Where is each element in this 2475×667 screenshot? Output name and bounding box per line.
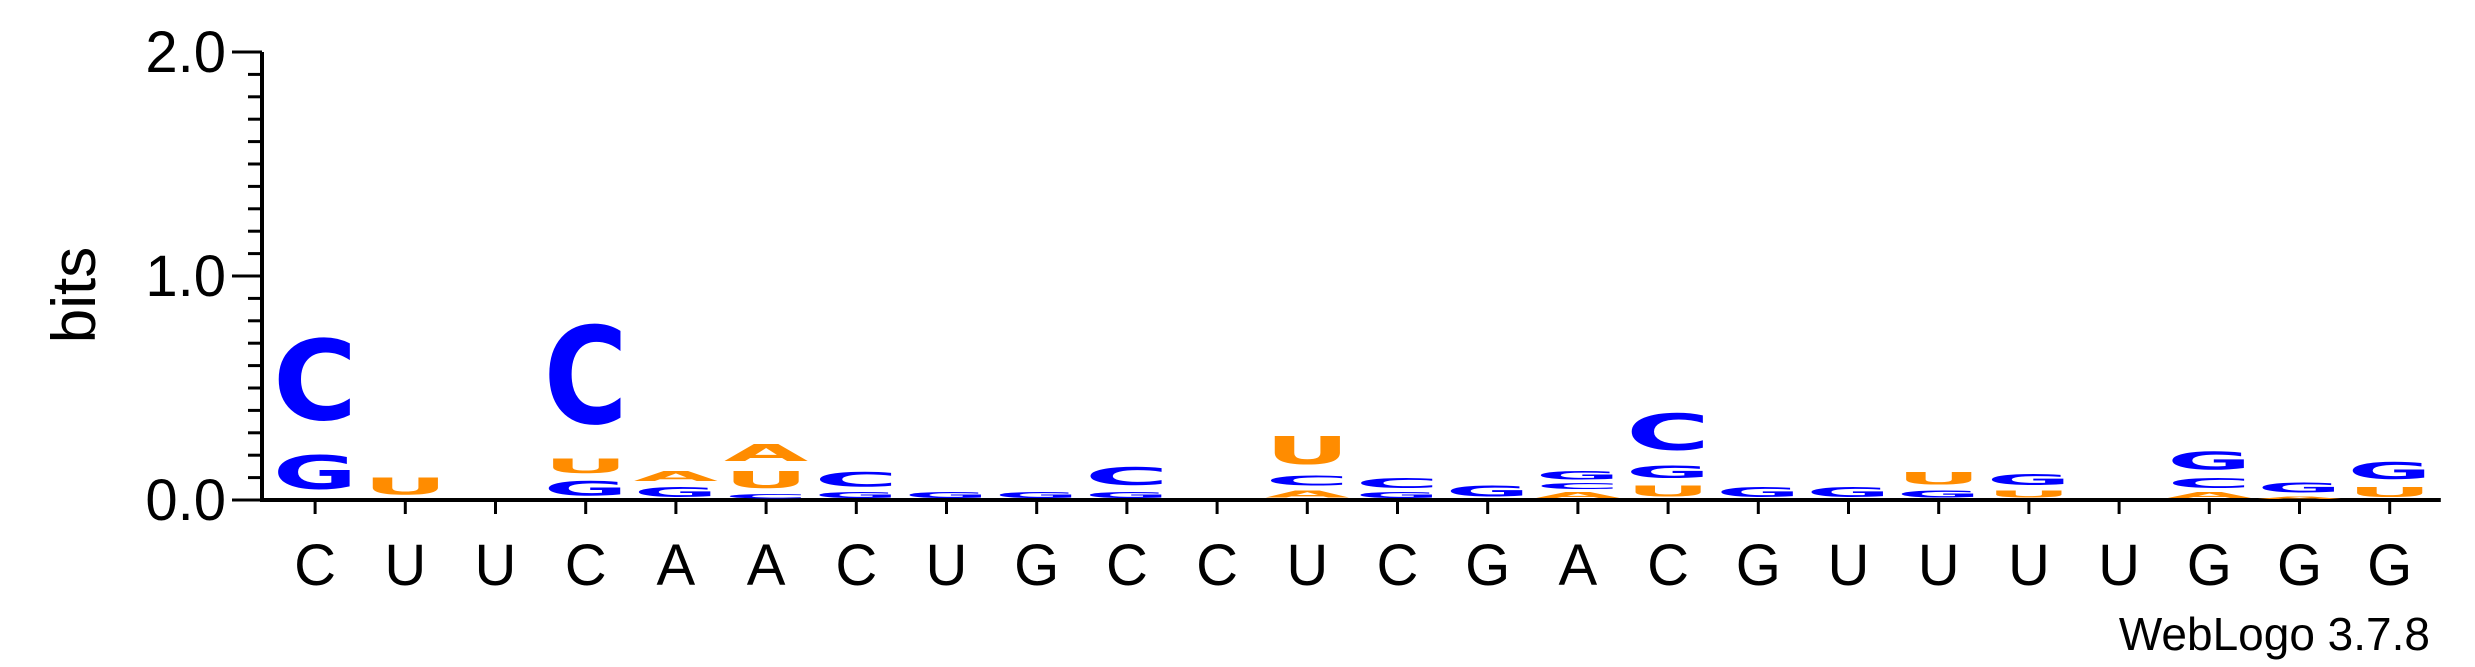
logo-letter-G: G [634,485,718,501]
x-tick-label: U [1828,533,1870,598]
x-tick-label: G [1014,533,1059,598]
logo-letter-C: C [2167,476,2251,492]
x-tick-label: C [294,533,336,598]
logo-letter-C: C [1626,404,1710,462]
logo-letter-G: G [814,491,898,500]
logo-letter-G: G [1716,485,1800,501]
logo-letter-G: G [1897,489,1981,500]
logo-letter-G: G [273,446,357,500]
logo-letter-C: C [544,299,628,455]
logo-letter-G: G [2348,457,2432,484]
logo-letter-U: U [1265,429,1349,474]
logo-letter-A: A [2257,496,2342,500]
logo-letter-G: G [1806,485,1890,501]
x-tick-label: C [1647,533,1689,598]
logo-letter-G: G [544,478,628,500]
y-tick-label: 1.0 [145,244,226,309]
x-tick-label: G [2367,533,2412,598]
x-tick-label: G [2277,533,2322,598]
logo-letter-U: U [1897,469,1981,489]
x-tick-label: G [2187,533,2232,598]
logo-letter-C: C [724,493,808,500]
x-tick-label: U [1286,533,1328,598]
x-tick-label: C [1106,533,1148,598]
logo-letter-C: C [1355,476,1439,492]
x-tick-label: A [657,533,696,598]
logo-letter-C: C [1085,462,1169,491]
logo-credit: WebLogo 3.7.8 [2119,608,2430,660]
y-axis-label: bits [40,247,109,343]
logo-letter-U: U [1987,489,2071,500]
logo-letter-G: G [995,491,1079,500]
logo-letter-U: U [544,455,628,477]
x-tick-label: C [835,533,877,598]
x-tick-label: G [1736,533,1781,598]
x-tick-label: U [926,533,968,598]
logo-letter-G: G [1987,471,2071,489]
x-tick-label: U [384,533,426,598]
logo-letter-G: G [1446,482,1530,500]
x-tick-label: A [747,533,786,598]
logo-letter-U: U [363,473,447,500]
x-tick-label: U [475,533,517,598]
logo-letter-C: C [273,316,357,446]
x-tick-label: C [1196,533,1238,598]
x-tick-label: U [1918,533,1960,598]
logo-letter-C: C [1536,482,1620,491]
logo-letter-U: U [2348,484,2432,500]
logo-letter-G: G [1626,462,1710,482]
logo-letter-G: G [1355,491,1439,500]
logo-letter-A: A [724,440,808,467]
x-tick-label: C [1377,533,1419,598]
logo-letter-G: G [1536,469,1620,482]
logo-letter-A: A [1265,489,1350,500]
logo-letter-A: A [634,469,718,485]
logo-letter-G: G [2167,446,2251,475]
logo-letter-A: A [1536,491,1621,500]
logo-letter-G: G [1085,491,1169,500]
y-tick-label: 2.0 [145,20,226,85]
x-tick-label: U [2098,533,2140,598]
logo-letter-U: U [1626,482,1710,500]
logo-letter-U: U [724,466,808,493]
axis-layer: 0.0 1.0 2.0 [145,20,2441,533]
x-tick-label: A [1559,533,1598,598]
x-tick-label: C [565,533,607,598]
y-tick-label: 0.0 [145,468,226,533]
logo-letter-G: G [904,491,988,500]
logo-letter-C: C [1265,473,1349,489]
x-tick-label: G [1465,533,1510,598]
x-tick-label: U [2008,533,2050,598]
logo-letter-C: C [814,469,898,491]
logo-letter-A: A [2167,491,2252,500]
logo-letter-G: G [2257,480,2341,496]
